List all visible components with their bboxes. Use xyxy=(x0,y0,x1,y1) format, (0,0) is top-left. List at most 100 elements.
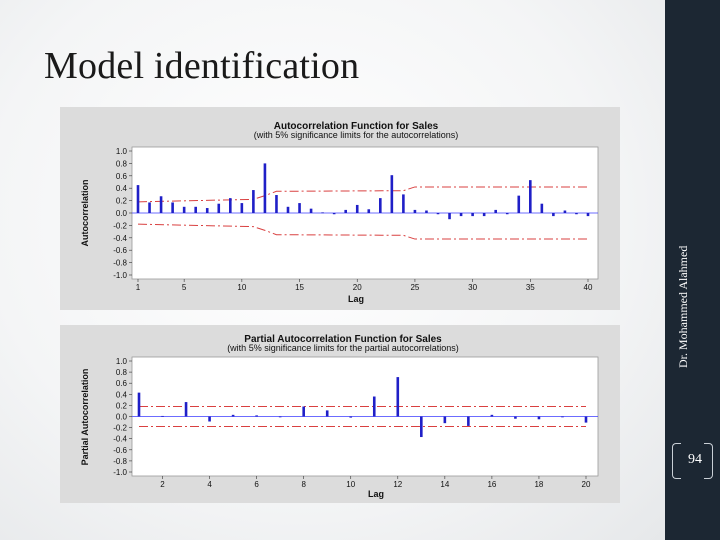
pacf-ytick-label: -0.4 xyxy=(113,435,127,444)
acf-bar xyxy=(379,198,382,213)
acf-bar xyxy=(355,204,359,213)
author-label: Dr. Mohammed Alahmed xyxy=(676,245,690,368)
pacf-xtick-label: 10 xyxy=(346,480,355,489)
acf-ytick-label: 0.4 xyxy=(116,184,128,193)
acf-xtick-label: 10 xyxy=(237,283,246,292)
acf-xtick-label: 25 xyxy=(410,283,419,292)
acf-bar xyxy=(367,209,371,213)
pacf-chart: Partial Autocorrelation Function for Sal… xyxy=(80,334,599,499)
pacf-bar xyxy=(161,415,164,417)
pacf-bar xyxy=(208,416,211,422)
pacf-bar xyxy=(561,416,564,418)
pacf-ytick-label: 1.0 xyxy=(116,357,128,366)
acf-bar xyxy=(309,208,313,213)
acf-bar xyxy=(344,209,347,213)
acf-xtick-label: 15 xyxy=(295,283,304,292)
pacf-ytick-label: -0.6 xyxy=(113,446,127,455)
page-bracket-left xyxy=(672,443,681,479)
acf-bar xyxy=(436,213,440,215)
acf-bar xyxy=(148,202,151,213)
slide-title: Model identification xyxy=(44,45,360,87)
acf-bar xyxy=(413,209,417,213)
acf-bar xyxy=(159,196,163,213)
acf-bar xyxy=(275,195,278,213)
acf-ytick-label: -0.8 xyxy=(113,259,127,268)
acf-bar xyxy=(171,202,174,213)
acf-xtick-label: 20 xyxy=(353,283,362,292)
pacf-bar xyxy=(490,414,494,417)
pacf-xtick-label: 14 xyxy=(440,480,449,489)
pacf-bar xyxy=(420,416,423,438)
pacf-bar xyxy=(302,406,305,417)
acf-bar xyxy=(459,213,463,217)
pacf-xtick-label: 16 xyxy=(487,480,496,489)
acf-bar xyxy=(217,203,221,213)
pacf-bar xyxy=(584,416,588,423)
acf-bar xyxy=(402,194,405,213)
acf-ylabel: Autocorrelation xyxy=(80,179,90,246)
pacf-bar xyxy=(443,416,447,424)
acf-ytick-label: -0.4 xyxy=(113,234,127,243)
pacf-bar xyxy=(325,410,329,417)
pacf-ytick-label: -0.2 xyxy=(113,424,127,433)
acf-chart-title: Autocorrelation Function for Sales xyxy=(274,121,439,132)
acf-bar xyxy=(240,203,244,213)
page-bracket-right xyxy=(704,443,713,479)
pacf-bar xyxy=(278,416,282,418)
acf-bar xyxy=(205,208,209,213)
pacf-ytick-label: -0.8 xyxy=(113,457,127,466)
acf-bar xyxy=(586,213,590,217)
pacf-bar xyxy=(255,415,258,417)
acf-xtick-label: 30 xyxy=(468,283,477,292)
acf-ytick-label: 0.2 xyxy=(116,197,128,206)
pacf-bar xyxy=(349,416,353,418)
acf-bar xyxy=(332,213,336,215)
acf-xtick-label: 5 xyxy=(182,283,187,292)
acf-xlabel: Lag xyxy=(348,294,364,304)
acf-bar xyxy=(390,175,394,213)
pacf-ytick-label: -1.0 xyxy=(113,468,127,477)
acf-bar xyxy=(229,198,232,213)
acf-lower-limit-line xyxy=(137,223,588,240)
acf-xtick-label: 40 xyxy=(584,283,593,292)
acf-xtick-label: 35 xyxy=(526,283,535,292)
pacf-xtick-label: 4 xyxy=(207,480,212,489)
acf-bar xyxy=(552,213,555,217)
acf-bar xyxy=(321,212,324,214)
acf-bar xyxy=(540,203,544,213)
pacf-chart-subtitle: (with 5% significance limits for the par… xyxy=(227,343,459,353)
acf-bar xyxy=(563,210,567,213)
pacf-chart-title: Partial Autocorrelation Function for Sal… xyxy=(244,334,442,345)
acf-bar xyxy=(529,180,532,213)
acf-ytick-label: 0.0 xyxy=(116,209,128,218)
pacf-xtick-label: 20 xyxy=(582,480,591,489)
acf-bar xyxy=(517,195,521,213)
pacf-ytick-label: 0.6 xyxy=(116,379,128,388)
pacf-bar xyxy=(396,377,400,417)
acf-ytick-label: 0.6 xyxy=(116,172,128,181)
pacf-xtick-label: 8 xyxy=(301,480,306,489)
pacf-bar xyxy=(514,416,517,419)
acf-chart-panel: Autocorrelation Function for Sales (with… xyxy=(60,107,620,310)
acf-bar xyxy=(298,203,301,213)
pacf-ytick-label: 0.4 xyxy=(116,390,128,399)
pacf-bar xyxy=(184,402,188,417)
acf-ytick-label: 0.8 xyxy=(116,159,128,168)
acf-bar xyxy=(425,210,428,213)
pacf-bar xyxy=(137,392,141,417)
pacf-xtick-label: 18 xyxy=(534,480,543,489)
pacf-xtick-label: 2 xyxy=(160,480,165,489)
acf-bar xyxy=(136,185,140,213)
acf-bar xyxy=(286,206,290,213)
acf-bar xyxy=(471,213,474,217)
pacf-ytick-label: 0.8 xyxy=(116,368,128,377)
acf-xtick-label: 1 xyxy=(136,283,141,292)
pacf-xtick-label: 6 xyxy=(254,480,259,489)
pacf-bar xyxy=(372,396,376,417)
pacf-ytick-label: 0.2 xyxy=(116,401,128,410)
acf-bar xyxy=(263,163,267,213)
pacf-xlabel: Lag xyxy=(368,489,384,499)
acf-bar xyxy=(575,213,578,215)
acf-bar xyxy=(252,190,255,213)
acf-ytick-label: -0.6 xyxy=(113,246,127,255)
